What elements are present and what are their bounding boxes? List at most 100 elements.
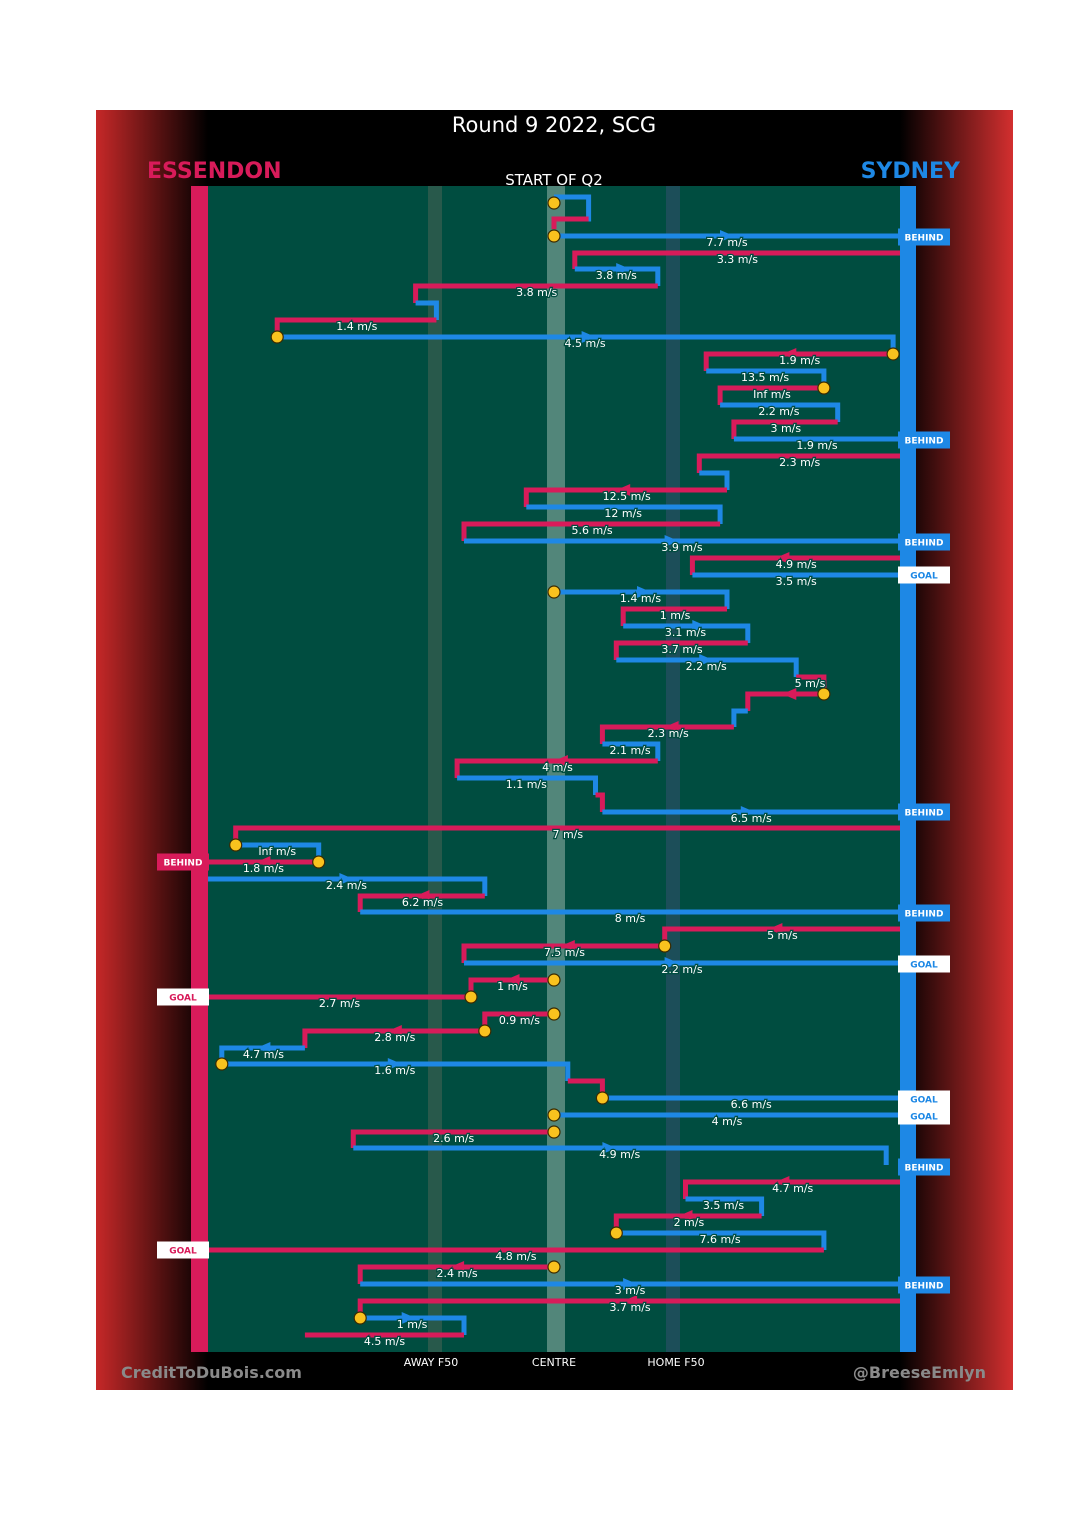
badge-label-13: BEHIND (905, 1282, 944, 1292)
event-marker-46-0 (464, 990, 478, 1004)
badge-label-0: BEHIND (905, 234, 944, 244)
event-arrow-32 (553, 755, 568, 767)
badge-box-13 (898, 1276, 950, 1294)
event-path-15 (696, 453, 900, 473)
badge-box-11 (898, 1158, 950, 1176)
footer-handle: @BreeseEmlyn (853, 1363, 986, 1382)
badge-box-10 (898, 1107, 950, 1125)
event-speed-label-17: 12.5 m/s (603, 490, 651, 503)
event-speed-label-49: 4.7 m/s (243, 1048, 284, 1061)
event-path-64 (360, 1315, 467, 1335)
event-arrow-58 (678, 1210, 693, 1222)
event-marker-47-0 (547, 1007, 561, 1021)
event-speed-label-64: 1 m/s (397, 1318, 428, 1331)
event-marker-64-0 (353, 1311, 367, 1325)
event-arrow-48 (387, 1025, 402, 1037)
badge-label-6: BEHIND (905, 910, 944, 920)
event-arrow-55 (602, 1142, 617, 1154)
event-speed-label-28: 5 m/s (795, 677, 826, 690)
badge-label-1: BEHIND (905, 437, 944, 447)
event-arrow-56 (775, 1176, 790, 1188)
event-path-56 (683, 1179, 900, 1199)
event-speed-label-45: 1 m/s (497, 980, 528, 993)
right-side-gradient (900, 110, 1013, 1390)
event-path-16 (699, 470, 730, 490)
event-speed-label-33: 1.1 m/s (506, 778, 547, 791)
event-speed-label-18: 12 m/s (604, 507, 642, 520)
team-left-label: ESSENDON (147, 159, 282, 184)
event-path-3 (572, 250, 900, 269)
event-arrow-2 (720, 230, 734, 242)
event-path-48 (302, 1028, 485, 1048)
event-arrow-42 (768, 923, 783, 935)
left-side-gradient (96, 110, 208, 1390)
event-path-33 (457, 775, 598, 795)
badges-layer: BEHIND BEHIND BEHIND GOAL BEHIND BEHIND BEHIND… (157, 228, 950, 1294)
badge-label-4: BEHIND (905, 809, 944, 819)
event-marker-43-0 (658, 939, 672, 953)
event-speed-label-22: 3.5 m/s (776, 575, 817, 588)
event-speed-label-43: 7.5 m/s (544, 946, 585, 959)
event-path-4 (574, 266, 661, 286)
axis-home-label: HOME F50 (647, 1356, 704, 1369)
event-speed-label-32: 4 m/s (542, 761, 573, 774)
event-marker-59-0 (609, 1226, 623, 1240)
event-arrow-30 (664, 721, 679, 733)
badge-label-11: BEHIND (905, 1164, 944, 1174)
event-marker-54-0 (547, 1125, 561, 1139)
event-path-39 (208, 876, 488, 896)
event-arrow-17 (616, 484, 631, 496)
event-speed-label-25: 3.1 m/s (665, 626, 706, 639)
event-speed-label-8: 4.5 m/s (565, 337, 606, 350)
event-speed-label-48: 2.8 m/s (374, 1031, 415, 1044)
event-speed-label-5: 3.8 m/s (516, 286, 557, 299)
event-arrow-49 (256, 1042, 271, 1054)
event-arrow-9 (782, 348, 797, 360)
event-arrow-8 (581, 331, 596, 343)
badge-box-2 (898, 533, 950, 551)
badge-label-7: GOAL (910, 961, 938, 971)
badge-box-8 (157, 988, 209, 1006)
event-speed-label-24: 1 m/s (660, 609, 691, 622)
event-speed-label-56: 4.7 m/s (772, 1182, 813, 1195)
event-speed-label-65: 4.5 m/s (364, 1335, 405, 1348)
footer-credit: CreditToDuBois.com (121, 1363, 302, 1382)
event-speed-label-37: Inf m/s (258, 845, 296, 858)
event-marker-38-0 (312, 855, 326, 869)
event-arrow-39 (339, 873, 354, 885)
event-speed-label-44: 2.2 m/s (661, 963, 702, 976)
event-arrow-27 (699, 654, 714, 666)
events-layer (208, 194, 900, 1338)
badge-label-10: GOAL (910, 1113, 938, 1123)
event-speed-label-36: 7 m/s (552, 828, 583, 841)
event-speed-label-15: 2.3 m/s (779, 456, 820, 469)
event-path-26 (613, 640, 748, 660)
event-marker-2-0 (547, 229, 561, 243)
event-path-24 (620, 606, 727, 626)
event-speed-label-52: 6.6 m/s (731, 1098, 772, 1111)
event-speed-label-41: 8 m/s (615, 912, 646, 925)
event-path-25 (623, 623, 751, 643)
home-f50-line (666, 186, 680, 1352)
event-path-30 (599, 724, 734, 744)
event-marker-52-0 (595, 1091, 610, 1105)
badge-box-3 (898, 566, 950, 584)
badge-label-9: GOAL (910, 1096, 938, 1106)
event-path-50 (221, 1061, 571, 1081)
team-right-label: SYDNEY (861, 159, 961, 184)
event-marker-8-0 (270, 330, 284, 344)
event-path-34 (595, 792, 605, 812)
event-speed-label-13: 3 m/s (770, 422, 801, 435)
away-f50-line (428, 186, 442, 1352)
event-speed-label-21: 4.9 m/s (776, 558, 817, 571)
event-speed-label-27: 2.2 m/s (686, 660, 727, 673)
event-path-59 (616, 1230, 827, 1250)
event-speed-label-39: 2.4 m/s (326, 879, 367, 892)
event-arrow-45 (505, 974, 520, 986)
event-speed-label-3: 3.3 m/s (717, 253, 758, 266)
badge-label-12: GOAL (169, 1247, 197, 1257)
event-speed-label-38: 1.8 m/s (243, 862, 284, 875)
event-path-57 (685, 1196, 765, 1216)
event-speed-label-12: 2.2 m/s (758, 405, 799, 418)
